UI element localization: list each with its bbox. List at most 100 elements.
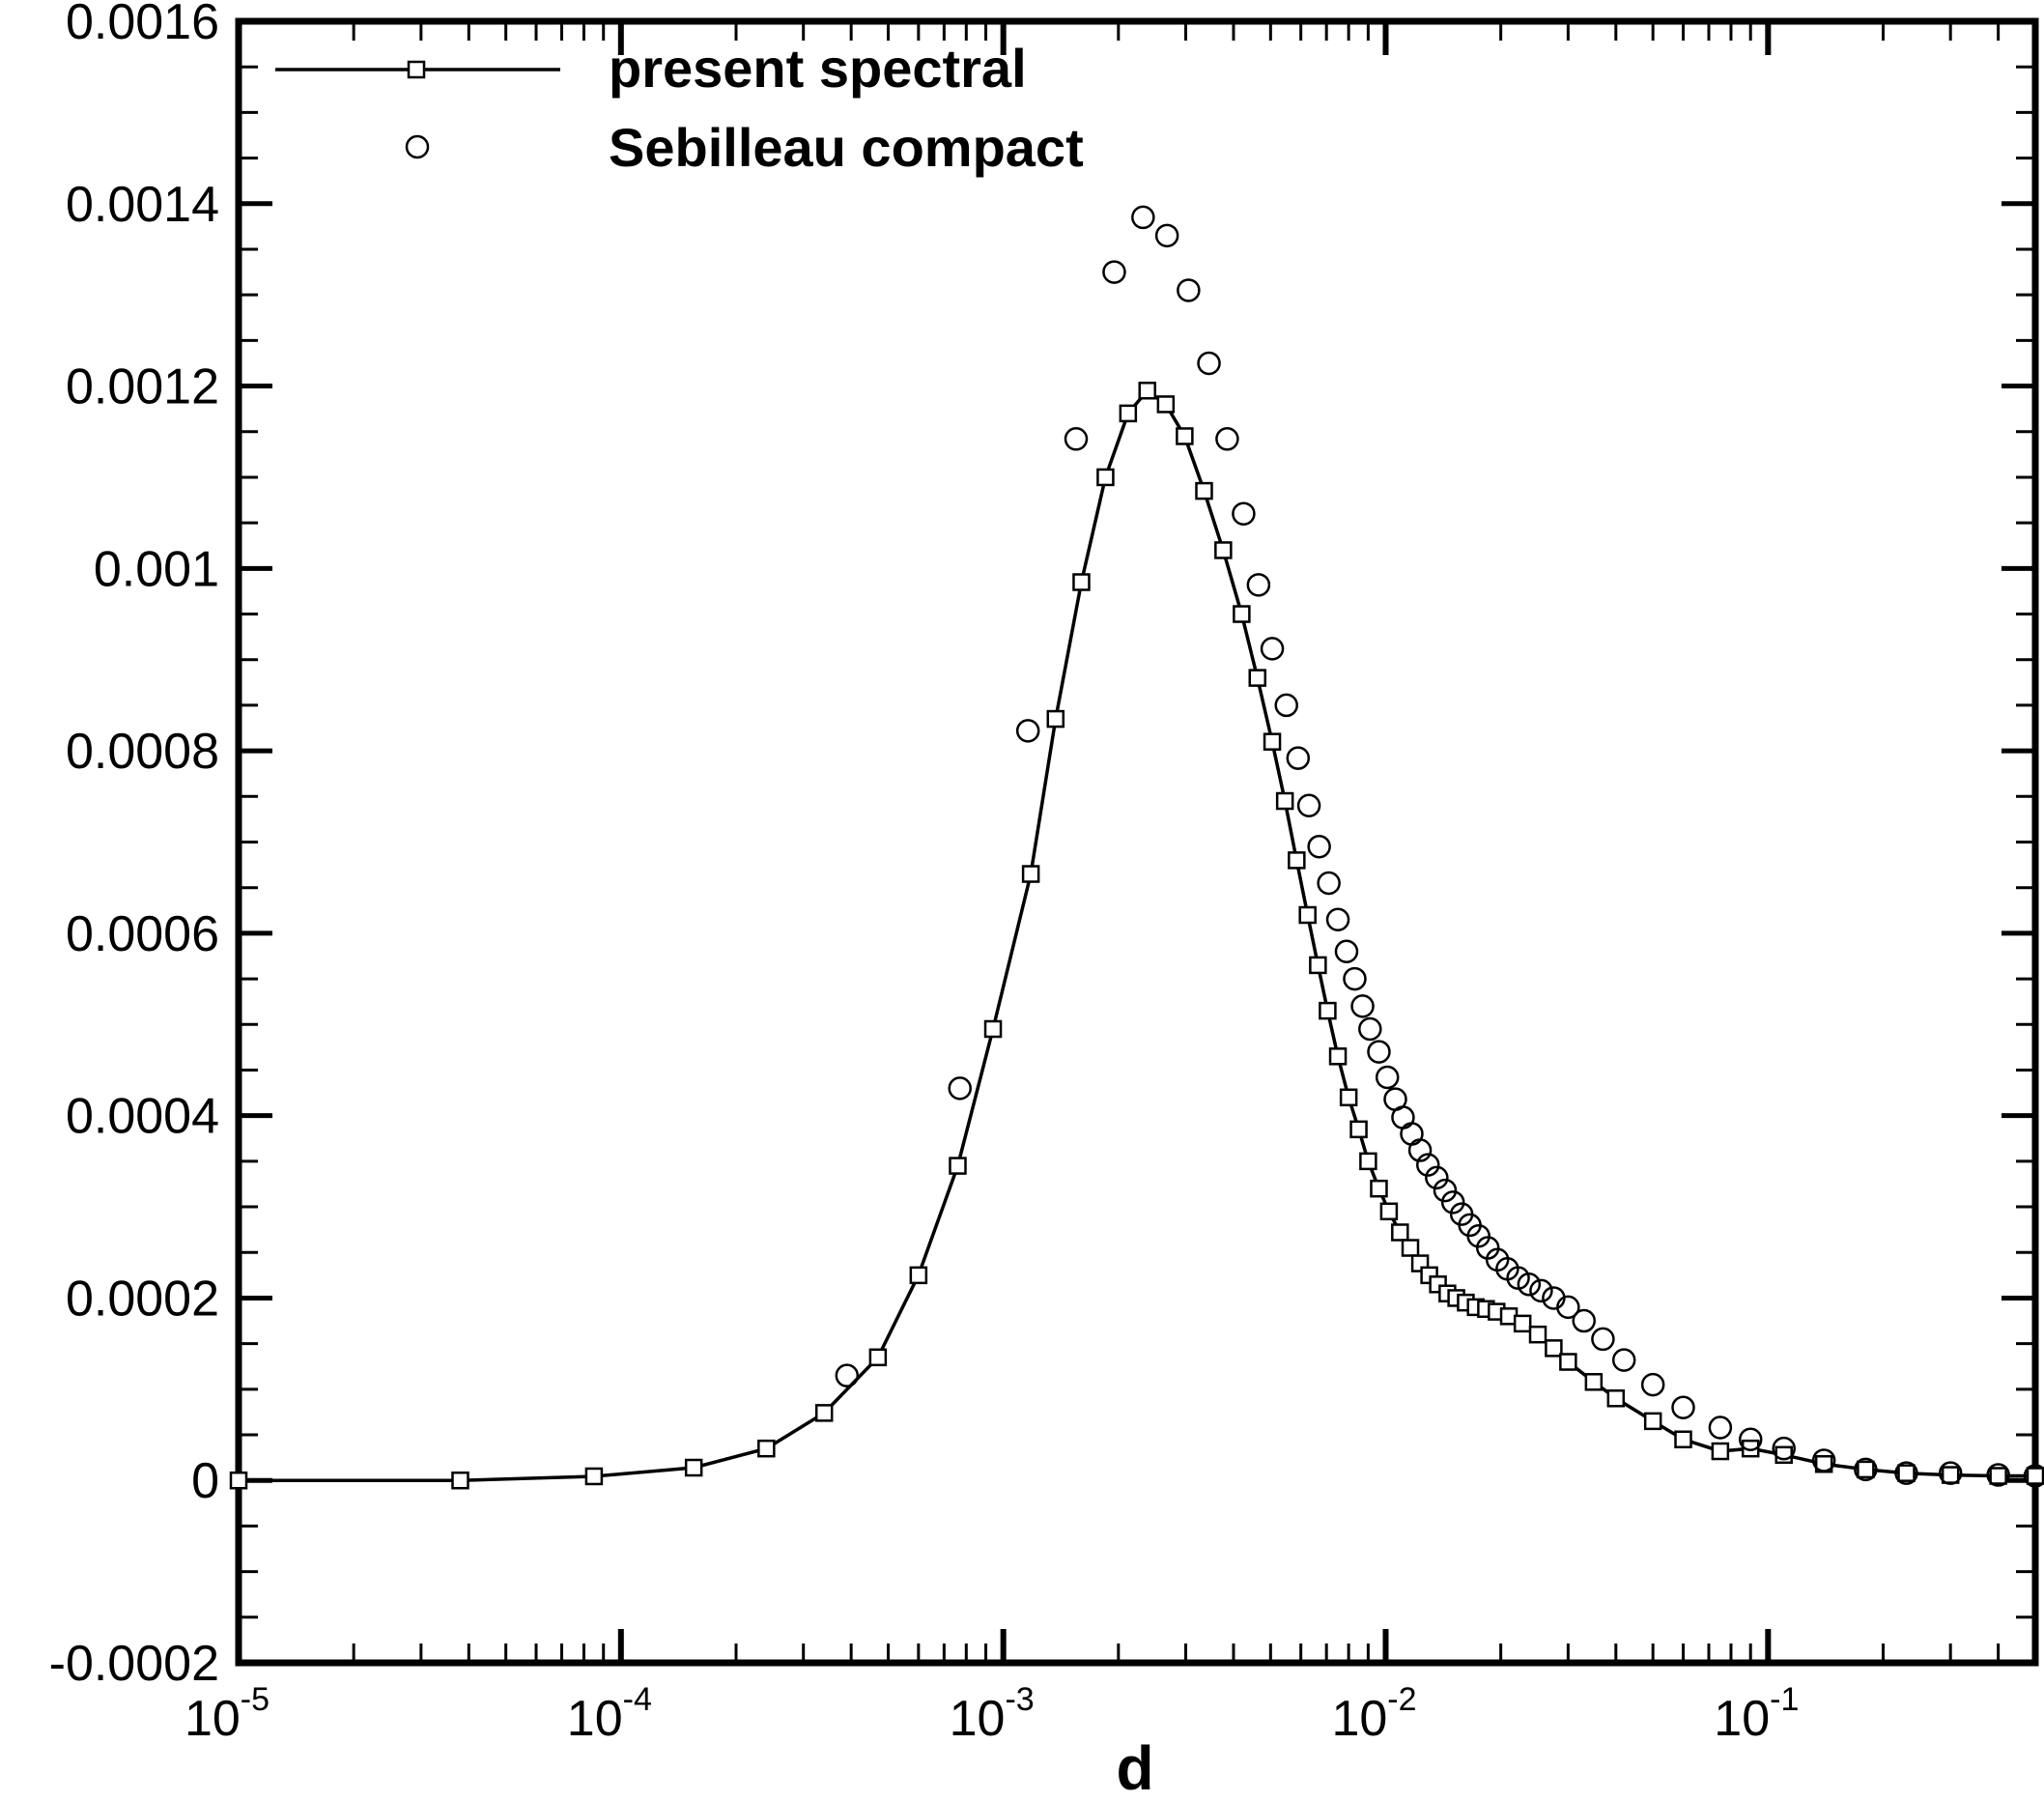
- data-point-sebilleau-compact: [1334, 939, 1359, 964]
- data-point-present-spectral: [814, 1404, 834, 1422]
- legend-circle-marker: [405, 134, 430, 159]
- data-point-sebilleau-compact: [948, 1076, 972, 1101]
- data-point-present-spectral: [1119, 404, 1138, 423]
- data-point-sebilleau-compact: [1232, 501, 1256, 526]
- data-point-present-spectral: [1288, 851, 1306, 870]
- data-point-present-spectral: [2026, 1467, 2044, 1485]
- data-point-present-spectral: [983, 1019, 1003, 1039]
- legend-label-present-spectral: present spectral: [609, 38, 1027, 99]
- data-point-present-spectral: [1379, 1202, 1399, 1221]
- x-tick-label: 10-2: [1331, 1681, 1416, 1747]
- data-point-sebilleau-compact: [1015, 719, 1040, 743]
- plot-area: [229, 205, 2044, 1490]
- axes-ticks: [236, 18, 2035, 1666]
- data-point-present-spectral: [1545, 1339, 1563, 1358]
- data-point-present-spectral: [1096, 468, 1115, 487]
- data-point-present-spectral: [1528, 1325, 1547, 1344]
- data-point-sebilleau-compact: [1102, 260, 1126, 284]
- y-tick-label: 0.0004: [66, 1089, 219, 1145]
- data-point-sebilleau-compact: [1433, 1178, 1458, 1203]
- data-point-present-spectral: [1328, 1047, 1348, 1066]
- data-point-present-spectral: [1233, 605, 1251, 623]
- data-point-sebilleau-compact: [1400, 1122, 1424, 1146]
- data-point-sebilleau-compact: [1708, 1415, 1733, 1440]
- y-tick-label: 0.0014: [66, 177, 219, 233]
- y-tick-label: 0.0002: [66, 1271, 219, 1327]
- data-point-present-spectral: [1309, 956, 1327, 975]
- data-point-sebilleau-compact: [1611, 1348, 1636, 1372]
- data-point-sebilleau-compact: [1591, 1327, 1615, 1352]
- data-point-present-spectral: [949, 1157, 967, 1175]
- x-tick-label: 10-1: [1714, 1681, 1799, 1747]
- data-point-present-spectral: [1606, 1389, 1626, 1408]
- data-point-sebilleau-compact: [1246, 573, 1271, 597]
- data-point-sebilleau-compact: [835, 1363, 860, 1387]
- data-point-present-spectral: [1741, 1439, 1760, 1458]
- data-point-sebilleau-compact: [1154, 223, 1179, 248]
- data-point-sebilleau-compact: [1572, 1308, 1596, 1333]
- data-point-present-spectral: [1349, 1120, 1368, 1139]
- y-tick-label: 0.001: [94, 541, 219, 597]
- data-point-present-spectral: [1559, 1353, 1577, 1371]
- data-point-sebilleau-compact: [1894, 1461, 1918, 1485]
- data-point-present-spectral: [1138, 382, 1156, 400]
- data-point-sebilleau-compact: [1197, 351, 1221, 376]
- y-tick-label: 0: [191, 1453, 219, 1509]
- legend-entry-sebilleau-compact: Sebilleau compact: [405, 117, 1084, 178]
- data-point-sebilleau-compact: [1260, 637, 1285, 661]
- data-point-present-spectral: [1046, 709, 1065, 729]
- data-point-sebilleau-compact: [1416, 1153, 1440, 1177]
- data-point-present-spectral: [1298, 905, 1317, 925]
- data-point-present-spectral: [1339, 1088, 1358, 1107]
- data-point-present-spectral: [1176, 427, 1194, 445]
- series-line-present-spectral: [239, 387, 2035, 1482]
- data-point-present-spectral: [1857, 1460, 1875, 1479]
- data-point-sebilleau-compact: [1986, 1463, 2010, 1487]
- data-point-present-spectral: [1584, 1373, 1604, 1391]
- data-point-sebilleau-compact: [1325, 907, 1350, 931]
- data-point-sebilleau-compact: [1407, 1138, 1433, 1162]
- data-point-present-spectral: [1401, 1239, 1420, 1257]
- data-point-sebilleau-compact: [1811, 1448, 1836, 1472]
- legend-square-marker: [407, 60, 426, 79]
- data-point-present-spectral: [909, 1266, 928, 1285]
- data-point-sebilleau-compact: [1738, 1427, 1763, 1451]
- data-point-sebilleau-compact: [1131, 205, 1155, 230]
- data-point-present-spectral: [1513, 1314, 1532, 1333]
- data-point-sebilleau-compact: [1358, 1016, 1382, 1042]
- data-point-present-spectral: [1248, 669, 1266, 687]
- data-point-sebilleau-compact: [1296, 793, 1321, 817]
- data-point-present-spectral: [1275, 791, 1294, 811]
- legend-label-sebilleau-compact: Sebilleau compact: [609, 117, 1084, 178]
- data-point-present-spectral: [1072, 573, 1091, 591]
- data-point-sebilleau-compact: [1286, 746, 1311, 770]
- data-point-sebilleau-compact: [1440, 1190, 1465, 1215]
- data-point-sebilleau-compact: [1529, 1278, 1553, 1303]
- data-point-present-spectral: [757, 1439, 776, 1458]
- x-axis-title: d: [1116, 1733, 1153, 1801]
- data-point-present-spectral: [1263, 732, 1282, 751]
- data-point-present-spectral: [1711, 1442, 1730, 1461]
- data-point-present-spectral: [1989, 1467, 2007, 1485]
- plot-frame: [235, 17, 2039, 1667]
- data-point-sebilleau-compact: [1517, 1272, 1542, 1297]
- x-tick-label: 10-3: [950, 1681, 1035, 1747]
- data-point-present-spectral: [1195, 481, 1213, 500]
- data-point-present-spectral: [1643, 1412, 1662, 1431]
- y-tick-label: 0.0012: [66, 359, 219, 415]
- data-point-sebilleau-compact: [1425, 1165, 1449, 1190]
- legend-entry-present-spectral: present spectral: [275, 38, 1027, 99]
- data-point-present-spectral: [1897, 1464, 1916, 1482]
- data-point-present-spectral: [1214, 541, 1233, 559]
- data-point-sebilleau-compact: [1640, 1372, 1665, 1397]
- data-point-sebilleau-compact: [1772, 1436, 1796, 1461]
- data-point-sebilleau-compact: [1177, 278, 1201, 302]
- data-point-sebilleau-compact: [1938, 1461, 1963, 1485]
- x-tick-label: 10-4: [567, 1681, 652, 1747]
- data-point-sebilleau-compact: [1317, 871, 1341, 896]
- data-point-sebilleau-compact: [1307, 834, 1331, 859]
- data-point-sebilleau-compact: [1343, 966, 1367, 991]
- legend: present spectral Sebilleau compact: [275, 38, 1084, 178]
- y-tick-label: 0.0006: [66, 906, 219, 962]
